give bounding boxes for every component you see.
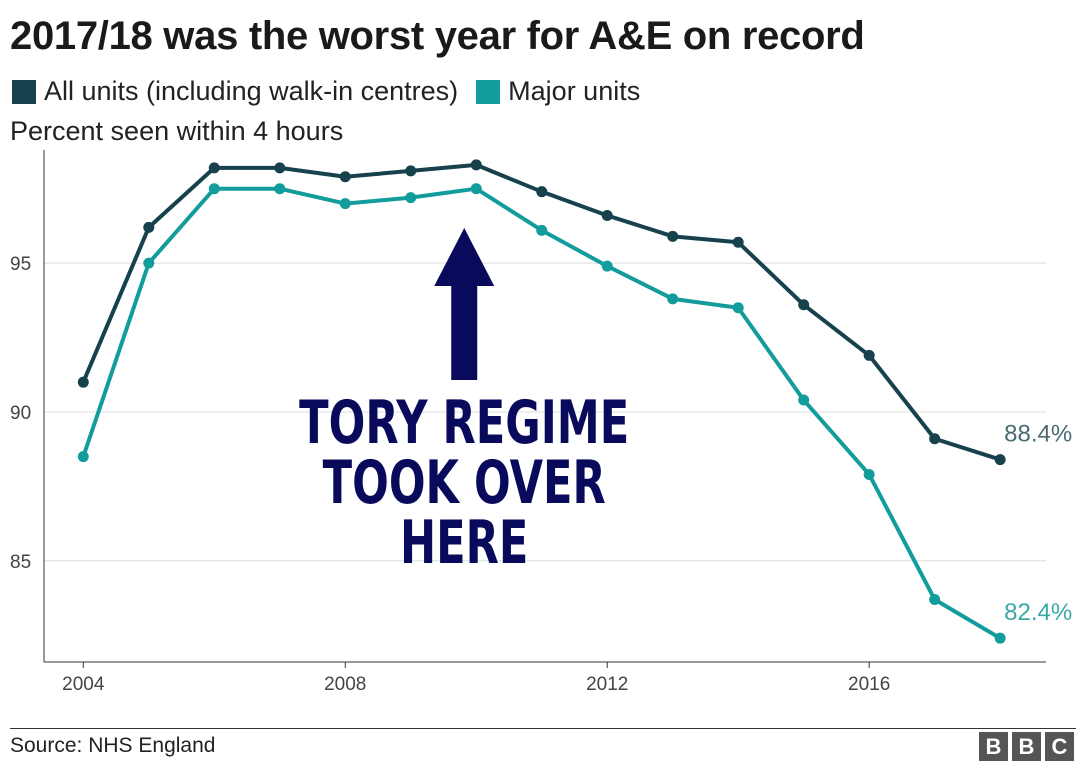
end-value-label: 82.4%	[1004, 599, 1072, 626]
x-tick-label: 2004	[62, 674, 105, 695]
data-point	[863, 468, 875, 480]
x-tick-label: 2016	[848, 674, 890, 695]
annotation-text-line: TOOK OVER	[323, 448, 606, 518]
y-tick-label: 95	[10, 254, 31, 275]
data-point	[470, 183, 482, 195]
data-point	[274, 183, 286, 195]
bbc-logo-letter-1: B	[979, 732, 1008, 761]
y-axis-label: Percent seen within 4 hours	[10, 116, 344, 146]
legend-swatch-all-units	[12, 79, 36, 104]
data-point	[798, 394, 810, 406]
data-point	[77, 451, 89, 463]
data-point	[208, 183, 220, 195]
annotation-text-line: TORY REGIME	[299, 388, 629, 458]
data-point	[339, 198, 351, 210]
data-point	[405, 192, 417, 204]
footer-divider	[10, 728, 1076, 729]
data-point	[929, 593, 941, 605]
y-tick-label: 85	[10, 552, 31, 573]
data-point	[994, 454, 1006, 466]
data-point	[667, 293, 679, 305]
end-value-label: 88.4%	[1004, 421, 1072, 448]
bbc-logo: B B C	[975, 732, 1074, 761]
legend-item-major-units: Major units	[476, 76, 640, 107]
legend-item-all-units: All units (including walk-in centres)	[12, 76, 458, 107]
source-note: Source: NHS England	[10, 734, 216, 757]
data-point	[536, 186, 548, 198]
data-point	[405, 165, 417, 177]
x-tick-label: 2008	[324, 674, 366, 695]
legend-swatch-major-units	[476, 79, 501, 104]
data-point	[601, 209, 613, 221]
annotation-arrow	[434, 228, 495, 380]
data-point	[339, 171, 351, 183]
data-point	[143, 257, 155, 269]
x-tick-label: 2012	[586, 674, 628, 695]
data-point	[863, 349, 875, 361]
legend: All units (including walk-in centres) Ma…	[12, 76, 658, 107]
data-point	[77, 376, 89, 388]
bbc-logo-letter-2: B	[1012, 732, 1041, 761]
data-point	[143, 221, 155, 233]
chart-title: 2017/18 was the worst year for A&E on re…	[10, 14, 865, 58]
data-point	[994, 632, 1006, 644]
data-point	[929, 433, 941, 445]
data-point	[470, 159, 482, 171]
bbc-logo-letter-3: C	[1045, 732, 1074, 761]
annotation-text-line: HERE	[400, 508, 528, 578]
legend-label-all-units: All units (including walk-in centres)	[44, 76, 459, 106]
data-point	[536, 224, 548, 236]
data-point	[667, 230, 679, 242]
data-point	[798, 299, 810, 311]
data-point	[274, 162, 286, 174]
data-point	[208, 162, 220, 174]
data-point	[601, 260, 613, 272]
y-tick-label: 90	[10, 403, 31, 424]
legend-label-major-units: Major units	[508, 76, 641, 106]
data-point	[732, 236, 744, 248]
data-point	[732, 302, 744, 314]
